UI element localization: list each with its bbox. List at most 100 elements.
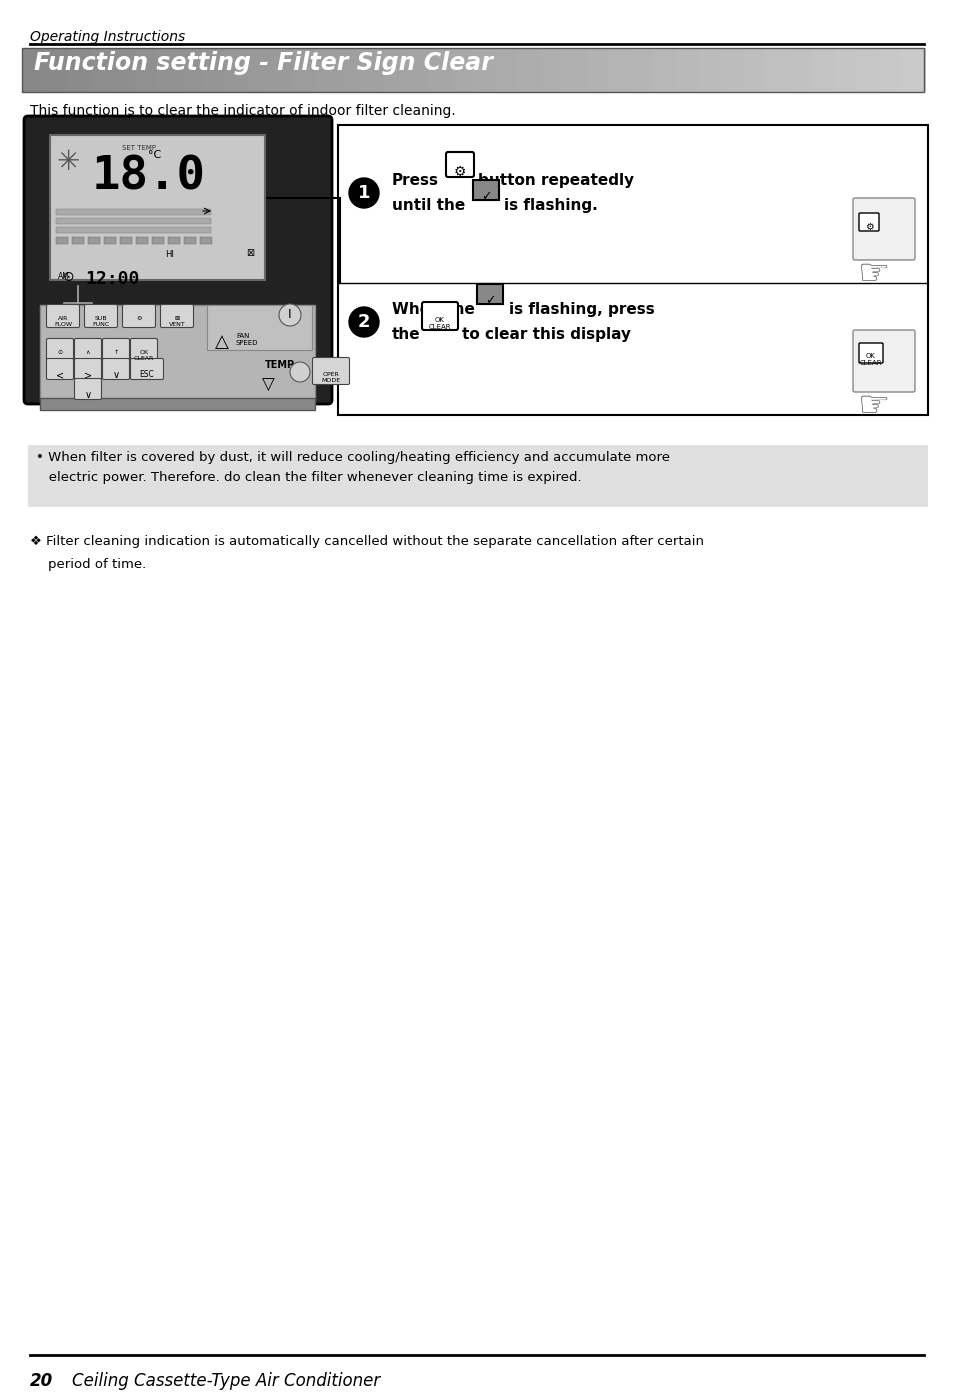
Text: 2: 2 — [357, 314, 370, 330]
FancyBboxPatch shape — [446, 153, 474, 176]
FancyBboxPatch shape — [852, 330, 914, 392]
Text: ∧: ∧ — [86, 350, 91, 356]
Bar — [405, 48, 430, 92]
Text: ▽: ▽ — [262, 377, 274, 393]
Text: 20: 20 — [30, 1372, 53, 1390]
Text: <: < — [56, 370, 64, 379]
Bar — [495, 48, 519, 92]
Text: ∨: ∨ — [112, 370, 119, 379]
Text: When the: When the — [392, 302, 475, 316]
Bar — [40, 398, 314, 410]
Bar — [608, 48, 632, 92]
Bar — [56, 209, 211, 216]
Text: ☞: ☞ — [857, 256, 889, 290]
Bar — [22, 48, 923, 92]
Bar — [833, 48, 858, 92]
Text: ⊠: ⊠ — [246, 248, 253, 258]
Text: ❖ Filter cleaning indication is automatically cancelled without the separate can: ❖ Filter cleaning indication is automati… — [30, 535, 703, 547]
Circle shape — [349, 307, 378, 337]
Text: ∨: ∨ — [85, 391, 91, 400]
Bar — [360, 48, 384, 92]
Text: period of time.: period of time. — [48, 559, 146, 571]
Bar — [540, 48, 564, 92]
FancyBboxPatch shape — [131, 358, 163, 379]
Text: ⚙: ⚙ — [454, 165, 466, 179]
Text: ⚙: ⚙ — [863, 223, 872, 232]
Text: ⊙: ⊙ — [57, 350, 63, 356]
Text: electric power. Therefore. do clean the filter whenever cleaning time is expired: electric power. Therefore. do clean the … — [36, 470, 581, 484]
FancyBboxPatch shape — [102, 339, 130, 360]
Text: OK
CLEAR: OK CLEAR — [859, 353, 882, 365]
FancyBboxPatch shape — [47, 339, 73, 360]
FancyBboxPatch shape — [852, 197, 914, 260]
Bar — [71, 237, 84, 244]
Bar — [901, 48, 925, 92]
Bar — [788, 48, 812, 92]
Bar — [270, 48, 294, 92]
Bar — [765, 48, 790, 92]
Circle shape — [278, 304, 301, 326]
Text: This function is to clear the indicator of indoor filter cleaning.: This function is to clear the indicator … — [30, 104, 456, 118]
Text: TEMP: TEMP — [265, 360, 294, 370]
FancyBboxPatch shape — [102, 358, 130, 379]
Bar — [134, 48, 159, 92]
Text: ESC: ESC — [139, 370, 154, 379]
Text: ✓: ✓ — [484, 294, 495, 307]
Bar — [562, 48, 587, 92]
FancyBboxPatch shape — [313, 357, 349, 385]
Text: is flashing, press: is flashing, press — [509, 302, 654, 316]
Bar — [28, 445, 927, 507]
Bar — [88, 237, 100, 244]
Bar — [56, 237, 68, 244]
Text: OK
CLEAR: OK CLEAR — [428, 316, 451, 330]
Bar — [56, 218, 211, 224]
Bar — [517, 48, 542, 92]
Bar — [676, 48, 700, 92]
Bar — [810, 48, 835, 92]
Text: Press: Press — [392, 174, 438, 188]
Text: OK
CLEAR: OK CLEAR — [133, 350, 154, 361]
Bar — [720, 48, 745, 92]
Bar — [337, 125, 927, 414]
FancyBboxPatch shape — [131, 339, 157, 360]
FancyBboxPatch shape — [160, 305, 193, 328]
Bar — [225, 48, 250, 92]
Bar — [856, 48, 880, 92]
Text: Operating Instructions: Operating Instructions — [30, 29, 185, 43]
Bar — [293, 48, 316, 92]
Text: ⊠
VENT: ⊠ VENT — [169, 316, 185, 326]
Text: I: I — [288, 308, 292, 322]
Text: SUB
FUNC: SUB FUNC — [92, 316, 110, 326]
Text: is flashing.: is flashing. — [503, 197, 598, 213]
Text: AM: AM — [58, 272, 70, 281]
Bar — [630, 48, 655, 92]
Text: 12:00: 12:00 — [85, 270, 139, 288]
Text: ⊙: ⊙ — [63, 270, 74, 284]
Bar — [40, 305, 314, 400]
Bar — [314, 48, 339, 92]
Text: ⚙: ⚙ — [136, 316, 142, 321]
FancyBboxPatch shape — [85, 305, 117, 328]
Text: Function setting - Filter Sign Clear: Function setting - Filter Sign Clear — [34, 50, 493, 76]
Bar — [878, 48, 902, 92]
Text: Ceiling Cassette-Type Air Conditioner: Ceiling Cassette-Type Air Conditioner — [71, 1372, 380, 1390]
Text: the: the — [392, 328, 420, 342]
Text: OPER
MODE: OPER MODE — [321, 372, 340, 382]
FancyBboxPatch shape — [473, 181, 498, 200]
Bar — [202, 48, 227, 92]
Bar — [45, 48, 69, 92]
Text: 18.0: 18.0 — [91, 155, 206, 200]
Bar — [104, 237, 116, 244]
FancyBboxPatch shape — [858, 343, 882, 363]
Bar — [90, 48, 114, 92]
Bar — [247, 48, 272, 92]
Text: ☞: ☞ — [857, 388, 889, 421]
Bar — [382, 48, 407, 92]
Bar — [337, 48, 362, 92]
FancyBboxPatch shape — [74, 378, 101, 399]
Text: ↑: ↑ — [113, 350, 118, 356]
Text: SET TEMP: SET TEMP — [122, 146, 156, 151]
Bar — [168, 237, 180, 244]
Circle shape — [290, 363, 310, 382]
FancyBboxPatch shape — [24, 116, 332, 405]
